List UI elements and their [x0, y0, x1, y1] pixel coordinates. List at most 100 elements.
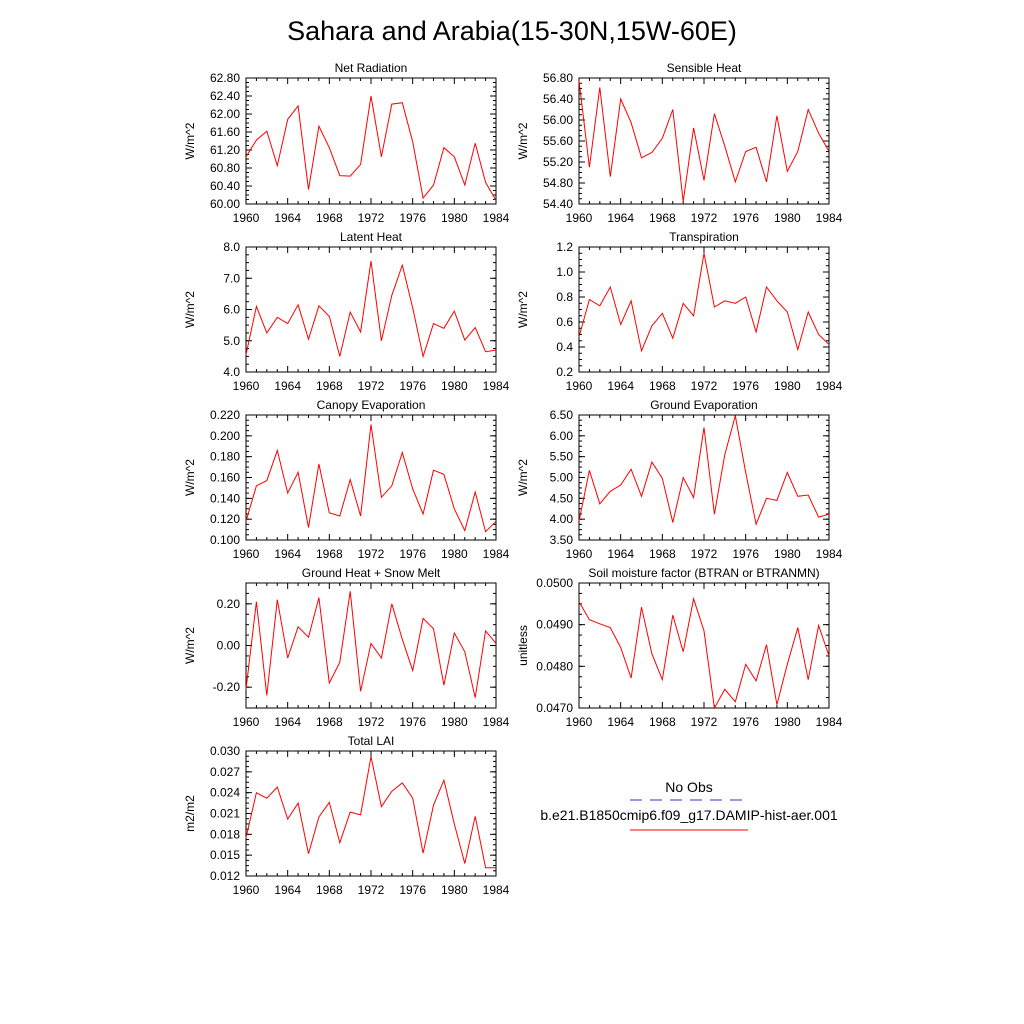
y-tick-label: 4.00 — [550, 512, 574, 526]
y-tick-label: 56.40 — [543, 92, 573, 106]
x-tick-label: 1980 — [441, 211, 468, 225]
x-tick-label: 1968 — [649, 379, 676, 393]
x-tick-label: 1960 — [566, 379, 593, 393]
x-tick-label: 1972 — [691, 379, 718, 393]
x-tick-label: 1964 — [274, 883, 301, 897]
y-tick-label: 0.0490 — [536, 618, 573, 632]
y-tick-label: 0.20 — [217, 597, 241, 611]
x-tick-label: 1972 — [358, 211, 385, 225]
x-tick-label: 1980 — [774, 211, 801, 225]
series-line — [578, 253, 830, 353]
series-line — [245, 756, 496, 869]
y-tick-label: 60.80 — [210, 161, 240, 175]
x-tick-label: 1968 — [316, 883, 343, 897]
y-axis-label: W/m^2 — [183, 627, 197, 664]
x-tick-label: 1984 — [483, 715, 510, 729]
x-tick-label: 1984 — [483, 883, 510, 897]
series-line — [245, 424, 497, 533]
x-tick-label: 1968 — [649, 211, 676, 225]
y-tick-label: 0.00 — [217, 639, 241, 653]
x-tick-label: 1976 — [399, 883, 426, 897]
y-tick-label: 0.2 — [556, 365, 573, 379]
y-tick-label: 54.40 — [543, 197, 573, 211]
x-tick-label: 1972 — [358, 883, 385, 897]
y-tick-label: 0.027 — [210, 765, 240, 779]
x-tick-label: 1980 — [774, 547, 801, 561]
y-tick-label: 4.50 — [550, 491, 574, 505]
chart-panel: Canopy Evaporation W/m^2 1960 1964 1968 1972 1… — [183, 398, 510, 561]
x-tick-label: 1960 — [566, 211, 593, 225]
y-tick-label: 54.80 — [543, 176, 573, 190]
y-tick-label: 5.50 — [550, 450, 574, 464]
y-tick-label: 0.160 — [210, 471, 240, 485]
panel-title: Ground Heat + Snow Melt — [302, 566, 441, 580]
series-line — [578, 596, 830, 710]
x-tick-label: 1980 — [774, 715, 801, 729]
panel-title: Total LAI — [348, 734, 395, 748]
x-tick-label: 1960 — [566, 715, 593, 729]
y-tick-label: 0.200 — [210, 429, 240, 443]
x-tick-label: 1964 — [274, 715, 301, 729]
series-line — [245, 261, 497, 359]
y-tick-label: 0.180 — [210, 450, 240, 464]
y-tick-label: 55.60 — [543, 134, 573, 148]
x-tick-label: 1980 — [441, 715, 468, 729]
y-tick-label: 61.60 — [210, 125, 240, 139]
plot-frame — [578, 582, 830, 709]
x-tick-label: 1968 — [649, 547, 676, 561]
chart-panel: Ground Evaporation W/m^2 1960 1964 1968 1972 1… — [516, 398, 843, 561]
x-tick-label: 1976 — [732, 715, 759, 729]
x-tick-label: 1964 — [607, 379, 634, 393]
x-tick-label: 1964 — [607, 547, 634, 561]
x-tick-label: 1964 — [607, 211, 634, 225]
y-axis-label: unitless — [516, 625, 530, 666]
x-tick-label: 1984 — [816, 379, 843, 393]
x-tick-label: 1960 — [233, 715, 260, 729]
y-tick-label: -0.20 — [213, 680, 241, 694]
x-tick-label: 1976 — [732, 211, 759, 225]
y-tick-label: 60.40 — [210, 179, 240, 193]
y-tick-label: 4.0 — [223, 365, 240, 379]
y-axis-label: W/m^2 — [516, 122, 530, 159]
x-tick-label: 1972 — [358, 379, 385, 393]
series-line — [578, 415, 830, 526]
y-tick-label: 1.2 — [556, 240, 573, 254]
chart-panel: Total LAI m2/m2 1960 1964 1968 1972 1976 1980 19… — [183, 734, 510, 897]
x-tick-label: 1976 — [732, 379, 759, 393]
plot-frame — [245, 750, 497, 877]
x-tick-label: 1960 — [566, 547, 593, 561]
x-tick-label: 1972 — [691, 715, 718, 729]
y-tick-label: 0.021 — [210, 807, 240, 821]
x-tick-label: 1968 — [316, 211, 343, 225]
chart-panels: Net Radiation W/m^2 1960 1964 1968 1972 1976 19… — [183, 61, 843, 897]
y-tick-label: 0.0470 — [536, 701, 573, 715]
x-tick-label: 1972 — [691, 547, 718, 561]
chart-panel: Soil moisture factor (BTRAN or BTRANMN) u… — [516, 566, 843, 729]
y-tick-label: 6.00 — [550, 429, 574, 443]
y-tick-label: 5.0 — [223, 334, 240, 348]
panel-title: Latent Heat — [340, 230, 403, 244]
chart-panel: Transpiration W/m^2 1960 1964 1968 1972 1976 19… — [516, 230, 843, 393]
panel-title: Transpiration — [669, 230, 739, 244]
x-tick-label: 1984 — [483, 379, 510, 393]
panel-title: Net Radiation — [335, 61, 408, 75]
y-tick-label: 0.220 — [210, 408, 240, 422]
x-tick-label: 1968 — [316, 379, 343, 393]
y-tick-label: 0.100 — [210, 533, 240, 547]
y-tick-label: 0.120 — [210, 512, 240, 526]
y-tick-label: 1.0 — [556, 265, 573, 279]
x-tick-label: 1976 — [732, 547, 759, 561]
y-tick-label: 56.80 — [543, 71, 573, 85]
x-tick-label: 1984 — [483, 211, 510, 225]
x-tick-label: 1968 — [316, 715, 343, 729]
y-tick-label: 0.0480 — [536, 659, 573, 673]
x-tick-label: 1964 — [274, 379, 301, 393]
y-tick-label: 7.0 — [223, 271, 240, 285]
x-tick-label: 1976 — [399, 211, 426, 225]
y-tick-label: 8.0 — [223, 240, 240, 254]
y-tick-label: 6.50 — [550, 408, 574, 422]
x-tick-label: 1960 — [233, 211, 260, 225]
y-tick-label: 0.030 — [210, 744, 240, 758]
chart-panel: Latent Heat W/m^2 1960 1964 1968 1972 1976 1980… — [183, 230, 510, 393]
